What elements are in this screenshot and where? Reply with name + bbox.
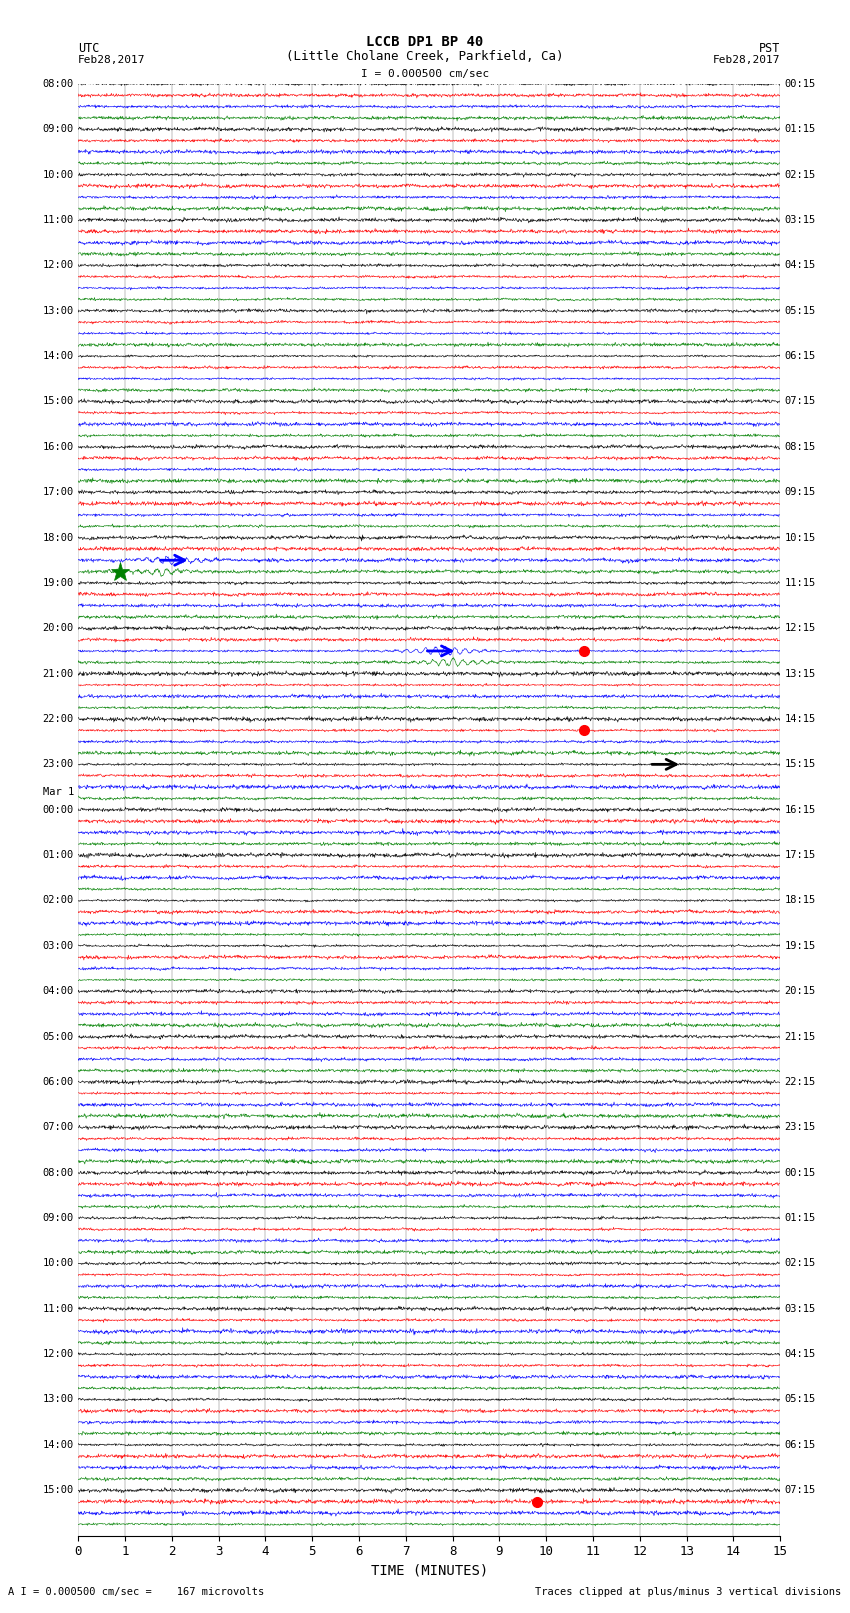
Text: 07:15: 07:15 — [785, 397, 816, 406]
Text: 05:15: 05:15 — [785, 1395, 816, 1405]
Text: 01:00: 01:00 — [42, 850, 74, 860]
Text: 16:15: 16:15 — [785, 805, 816, 815]
Text: 13:00: 13:00 — [42, 306, 74, 316]
Text: 03:00: 03:00 — [42, 940, 74, 950]
Text: 09:00: 09:00 — [42, 1213, 74, 1223]
Text: Traces clipped at plus/minus 3 vertical divisions: Traces clipped at plus/minus 3 vertical … — [536, 1587, 842, 1597]
Text: 12:15: 12:15 — [785, 623, 816, 634]
Text: 14:00: 14:00 — [42, 1440, 74, 1450]
Text: 03:15: 03:15 — [785, 1303, 816, 1313]
Text: 22:00: 22:00 — [42, 715, 74, 724]
Text: UTC: UTC — [78, 42, 99, 55]
Text: 00:15: 00:15 — [785, 79, 816, 89]
Text: 08:00: 08:00 — [42, 79, 74, 89]
Text: Feb28,2017: Feb28,2017 — [713, 55, 780, 65]
Text: 17:15: 17:15 — [785, 850, 816, 860]
Text: 12:00: 12:00 — [42, 1348, 74, 1360]
Text: A I = 0.000500 cm/sec =    167 microvolts: A I = 0.000500 cm/sec = 167 microvolts — [8, 1587, 264, 1597]
Text: 13:00: 13:00 — [42, 1395, 74, 1405]
Text: 18:15: 18:15 — [785, 895, 816, 905]
Text: 06:15: 06:15 — [785, 1440, 816, 1450]
Text: 15:15: 15:15 — [785, 760, 816, 769]
Text: 15:00: 15:00 — [42, 397, 74, 406]
Text: 01:15: 01:15 — [785, 124, 816, 134]
Text: 19:00: 19:00 — [42, 577, 74, 587]
Text: 22:15: 22:15 — [785, 1077, 816, 1087]
Text: 13:15: 13:15 — [785, 669, 816, 679]
Text: 02:15: 02:15 — [785, 1258, 816, 1268]
Text: 06:15: 06:15 — [785, 352, 816, 361]
Text: 10:00: 10:00 — [42, 169, 74, 179]
Text: 23:15: 23:15 — [785, 1123, 816, 1132]
Text: 06:00: 06:00 — [42, 1077, 74, 1087]
Text: 08:15: 08:15 — [785, 442, 816, 452]
Text: 14:00: 14:00 — [42, 352, 74, 361]
Text: 00:00: 00:00 — [42, 805, 74, 815]
Text: 04:00: 04:00 — [42, 986, 74, 997]
Text: 03:15: 03:15 — [785, 215, 816, 224]
Text: 10:00: 10:00 — [42, 1258, 74, 1268]
Text: 00:15: 00:15 — [785, 1168, 816, 1177]
Text: 20:00: 20:00 — [42, 623, 74, 634]
Text: 16:00: 16:00 — [42, 442, 74, 452]
Text: 10:15: 10:15 — [785, 532, 816, 542]
Text: Feb28,2017: Feb28,2017 — [78, 55, 145, 65]
Text: 09:15: 09:15 — [785, 487, 816, 497]
Text: 20:15: 20:15 — [785, 986, 816, 997]
Text: 07:00: 07:00 — [42, 1123, 74, 1132]
Text: 11:00: 11:00 — [42, 215, 74, 224]
Text: 05:15: 05:15 — [785, 306, 816, 316]
Text: 21:15: 21:15 — [785, 1032, 816, 1042]
Text: Mar 1: Mar 1 — [42, 787, 74, 797]
X-axis label: TIME (MINUTES): TIME (MINUTES) — [371, 1565, 488, 1578]
Text: 23:00: 23:00 — [42, 760, 74, 769]
Text: 15:00: 15:00 — [42, 1486, 74, 1495]
Text: 02:15: 02:15 — [785, 169, 816, 179]
Text: 17:00: 17:00 — [42, 487, 74, 497]
Text: I = 0.000500 cm/sec: I = 0.000500 cm/sec — [361, 69, 489, 79]
Text: (Little Cholane Creek, Parkfield, Ca): (Little Cholane Creek, Parkfield, Ca) — [286, 50, 564, 63]
Text: PST: PST — [759, 42, 780, 55]
Text: 08:00: 08:00 — [42, 1168, 74, 1177]
Text: 12:00: 12:00 — [42, 260, 74, 271]
Text: 04:15: 04:15 — [785, 260, 816, 271]
Text: 19:15: 19:15 — [785, 940, 816, 950]
Text: 04:15: 04:15 — [785, 1348, 816, 1360]
Text: 02:00: 02:00 — [42, 895, 74, 905]
Text: 01:15: 01:15 — [785, 1213, 816, 1223]
Text: 14:15: 14:15 — [785, 715, 816, 724]
Text: 18:00: 18:00 — [42, 532, 74, 542]
Text: 07:15: 07:15 — [785, 1486, 816, 1495]
Text: 05:00: 05:00 — [42, 1032, 74, 1042]
Text: 09:00: 09:00 — [42, 124, 74, 134]
Text: 21:00: 21:00 — [42, 669, 74, 679]
Text: 11:15: 11:15 — [785, 577, 816, 587]
Text: LCCB DP1 BP 40: LCCB DP1 BP 40 — [366, 35, 484, 50]
Text: 11:00: 11:00 — [42, 1303, 74, 1313]
